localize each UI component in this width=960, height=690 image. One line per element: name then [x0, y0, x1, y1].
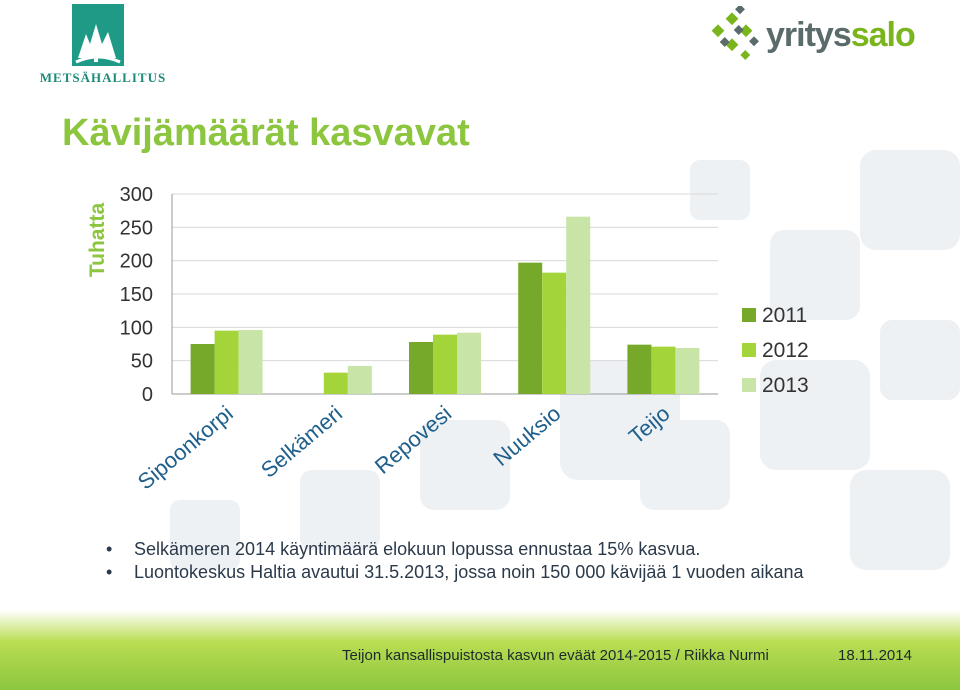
bar-chart: 0 50 100 150 200 250 300 Tuhatta Sipoonkorpi Selk… — [86, 184, 809, 495]
bar — [323, 372, 348, 394]
x-tick-label: Selkämeri — [256, 401, 347, 483]
bar — [409, 342, 433, 394]
legend-swatch — [742, 308, 756, 322]
bar — [627, 344, 652, 394]
legend-label: 2011 — [762, 304, 807, 327]
bullet-item-1: Selkämeren 2014 käyntimäärä elokuun lopu… — [106, 538, 886, 561]
bar — [518, 262, 543, 394]
footer-band — [0, 610, 960, 690]
y-tick-label: 150 — [120, 284, 153, 306]
y-tick-label: 50 — [131, 351, 153, 373]
x-tick-label: Sipoonkorpi — [133, 401, 238, 495]
yrityssalo-logo-text-a: yritys — [766, 16, 852, 54]
bullet-list: Selkämeren 2014 käyntimäärä elokuun lopu… — [106, 538, 886, 584]
yrityssalo-logo-text-b: salo — [850, 16, 916, 54]
x-tick-label: Repovesi — [370, 401, 456, 479]
bar — [542, 272, 567, 394]
slide-title: Kävijämäärät kasvavat — [62, 112, 470, 154]
footer-date: 18.11.2014 — [838, 647, 912, 664]
y-tick-label: 100 — [120, 317, 153, 339]
bar — [190, 344, 215, 394]
y-tick-label: 300 — [120, 184, 153, 206]
metsahallitus-logo-text: METSÄHALLITUS — [39, 70, 167, 85]
legend-label: 2013 — [762, 374, 809, 397]
yrityssalo-logo — [711, 6, 759, 60]
x-tick-label: Nuuksio — [488, 401, 565, 471]
y-tick-label: 0 — [142, 384, 153, 406]
metsahallitus-logo — [72, 4, 124, 66]
y-tick-label: 250 — [120, 217, 153, 239]
y-axis-label: Tuhatta — [86, 203, 109, 278]
legend-swatch — [742, 378, 756, 392]
bar — [457, 332, 481, 394]
legend-swatch — [742, 343, 756, 357]
yrityssalo-logo-text: yrityssalo — [766, 16, 916, 55]
bar — [651, 346, 676, 394]
bar — [675, 348, 700, 394]
footer-text: Teijon kansallispuistosta kasvun eväät 2… — [342, 647, 769, 664]
bar — [238, 330, 263, 394]
bar — [347, 366, 372, 394]
bar — [433, 334, 457, 394]
bullet-item-2: Luontokeskus Haltia avautui 31.5.2013, j… — [106, 561, 886, 584]
y-tick-label: 200 — [120, 251, 153, 273]
bar — [214, 330, 239, 394]
legend-label: 2012 — [762, 339, 809, 362]
x-tick-label: Teijo — [624, 401, 675, 449]
bar — [566, 216, 591, 394]
